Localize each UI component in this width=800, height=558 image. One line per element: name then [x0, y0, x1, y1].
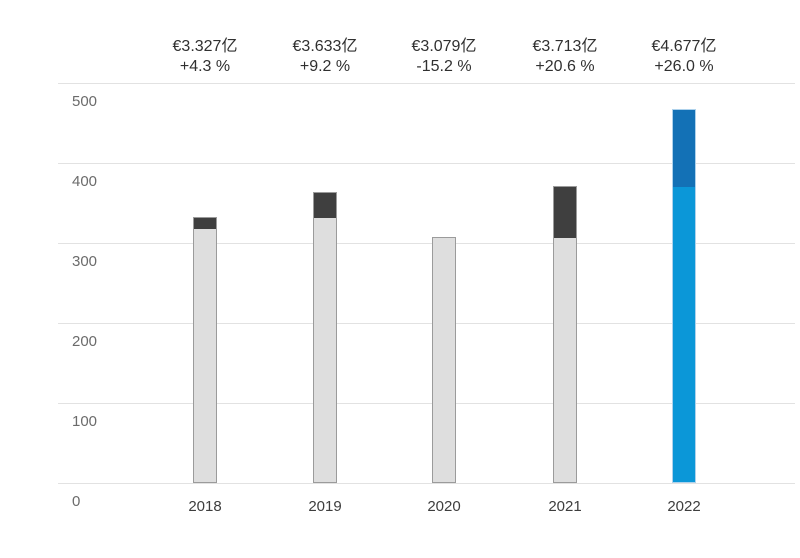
x-axis-label-2020: 2020	[427, 498, 461, 515]
value-annotation-2018: €3.327亿 +4.3 %	[130, 37, 280, 77]
gridline-200	[58, 323, 795, 324]
bar-2022-growth-segment	[673, 109, 695, 187]
x-axis-label-2019: 2019	[308, 498, 342, 515]
revenue-value-label: €3.327亿	[172, 38, 238, 55]
bar-2022	[672, 108, 696, 483]
y-axis-tick-label-200: 200	[72, 333, 98, 350]
value-annotation-2019: €3.633亿 +9.2 %	[250, 37, 400, 77]
gridline-100	[58, 403, 795, 404]
y-axis-tick-label-300: 300	[72, 253, 98, 270]
gridline-0	[58, 483, 795, 484]
gridline-400	[58, 163, 795, 164]
growth-percent-label: +26.0 %	[654, 58, 714, 75]
x-axis-label-2022: 2022	[667, 498, 701, 515]
growth-percent-label: +4.3 %	[179, 58, 231, 75]
gridline-500	[58, 83, 795, 84]
bar-2019-growth-segment	[314, 193, 336, 218]
value-annotation-2022: €4.677亿 +26.0 %	[609, 37, 759, 77]
y-axis-tick-label-0: 0	[72, 493, 81, 510]
x-axis-label-2018: 2018	[188, 498, 222, 515]
bar-2021-growth-segment	[554, 186, 576, 238]
bar-2018-growth-segment	[194, 217, 216, 229]
value-annotation-2021: €3.713亿 +20.6 %	[490, 37, 640, 77]
y-axis-tick-label-500: 500	[72, 93, 98, 110]
gridline-300	[58, 243, 795, 244]
y-axis-tick-label-400: 400	[72, 173, 98, 190]
growth-percent-label: +20.6 %	[535, 58, 595, 75]
x-axis-label-2021: 2021	[548, 498, 582, 515]
revenue-value-label: €4.677亿	[651, 38, 717, 55]
bar-2020	[432, 236, 456, 483]
bar-2019	[313, 192, 337, 483]
revenue-value-label: €3.713亿	[532, 38, 598, 55]
growth-percent-label: -15.2 %	[416, 58, 472, 75]
value-annotation-2020: €3.079亿 -15.2 %	[369, 37, 519, 77]
y-axis-tick-label-100: 100	[72, 413, 98, 430]
revenue-value-label: €3.633亿	[292, 38, 358, 55]
bar-2018	[193, 216, 217, 483]
bar-2021	[553, 185, 577, 483]
growth-percent-label: +9.2 %	[299, 58, 351, 75]
revenue-value-label: €3.079亿	[411, 38, 477, 55]
